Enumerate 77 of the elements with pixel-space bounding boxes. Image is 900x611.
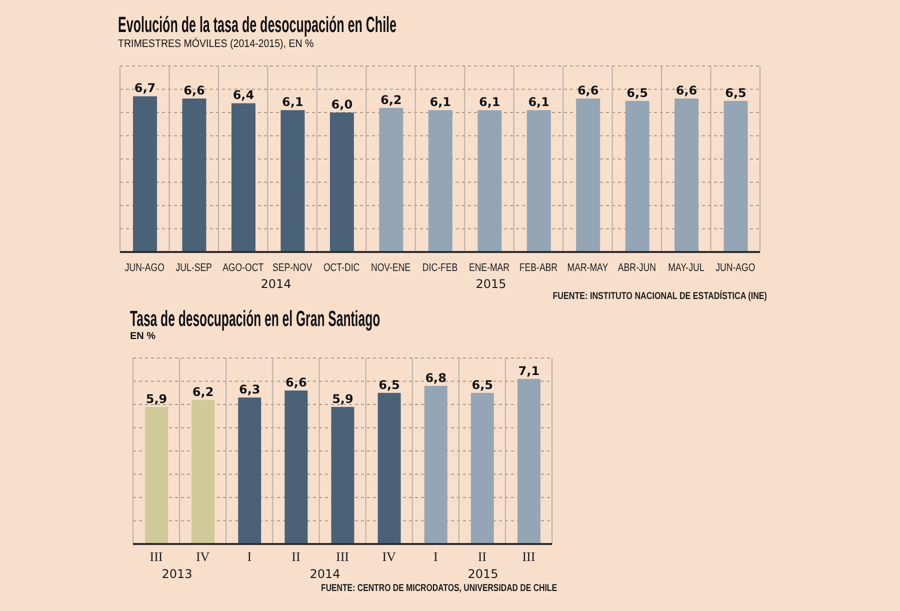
bar: [478, 110, 502, 252]
x-tick-label: OCT-DIC: [323, 262, 360, 274]
text: 2015: [476, 277, 506, 291]
source-note: FUENTE: INSTITUTO NACIONAL DE ESTADÍSTICA (INE): [552, 289, 767, 302]
data-label: 6,5: [626, 86, 648, 100]
data-label: 6,1: [282, 95, 304, 110]
x-tick-label: III: [522, 549, 536, 564]
bar: [724, 100, 748, 252]
bar: [330, 112, 354, 252]
data-label: 6,8: [425, 370, 446, 385]
bar: [576, 98, 600, 252]
data-label: 6,5: [472, 378, 494, 392]
bar: [280, 110, 305, 252]
bar: [378, 392, 401, 544]
data-label: 6,6: [286, 376, 307, 390]
bar: [625, 100, 650, 252]
x-tick-label: JUL-SEP: [176, 262, 212, 274]
bar: [145, 406, 168, 544]
x-tick-label: AGO-OCT: [222, 262, 264, 274]
data-label: 6,7: [134, 81, 156, 96]
x-tick-label: IV: [196, 549, 210, 564]
bar: [284, 390, 308, 544]
text: 2014: [310, 567, 340, 581]
bar: [674, 98, 699, 252]
data-label: 6,1: [430, 95, 452, 110]
bar: [231, 103, 256, 252]
chart-title: Tasa de desocupación en el Gran Santiago: [130, 306, 380, 331]
x-tick-label: MAR-MAY: [567, 262, 608, 274]
x-tick-label: DIC-FEB: [422, 262, 458, 274]
source-note: FUENTE: CENTRO DE MICRODATOS, UNIVERSIDAD DE CHILE: [321, 582, 557, 594]
data-label: 6,4: [232, 88, 254, 102]
data-label: 6,6: [184, 84, 205, 98]
bar: [526, 110, 551, 252]
data-label: 5,9: [146, 392, 168, 406]
x-tick-label: JUN-AGO: [716, 262, 756, 274]
bar: [424, 386, 448, 544]
bar: [192, 400, 215, 544]
x-tick-label: IV: [382, 549, 397, 564]
x-tick-label: MAY-JUL: [668, 262, 705, 274]
data-label: 6,1: [478, 95, 500, 110]
bar: [238, 398, 262, 544]
x-tick-label: ENE-MAR: [468, 262, 510, 274]
data-label: 6,2: [192, 384, 214, 399]
chart-subtitle: EN %: [130, 331, 156, 342]
x-tick-label: II: [292, 549, 300, 564]
data-label: 5,9: [332, 392, 354, 406]
x-tick-label: SEP-NOV: [272, 262, 312, 274]
data-label: 6,1: [528, 95, 550, 110]
data-label: 6,3: [238, 382, 260, 397]
bar: [379, 108, 404, 252]
data-label: 7,1: [518, 364, 540, 378]
bar: [517, 378, 540, 544]
x-tick-label: ABR-JUN: [618, 262, 656, 274]
text: 2014: [260, 277, 292, 291]
bar: [331, 406, 354, 544]
x-tick-label: III: [150, 549, 163, 564]
bar: [470, 392, 494, 544]
x-tick-label: I: [247, 549, 252, 564]
data-label: 6,5: [378, 378, 400, 392]
data-label: 6,2: [380, 92, 402, 107]
data-label: 6,6: [577, 84, 599, 98]
x-tick-label: FEB-ABR: [519, 262, 558, 274]
chart-subtitle: TRIMESTRES MÓVILES (2014-2015), EN %: [118, 36, 314, 50]
x-tick-label: NOV-ENE: [370, 262, 411, 274]
chart-title: Evolución de la tasa de desocupación en Chile: [118, 12, 397, 37]
data-label: 6,5: [725, 86, 746, 100]
data-label: 6,0: [331, 98, 353, 112]
bar: [133, 96, 157, 252]
bar: [182, 98, 206, 252]
text: 2015: [468, 567, 498, 581]
x-tick-label: II: [478, 549, 487, 564]
x-tick-label: III: [336, 549, 349, 564]
x-tick-label: JUN-AGO: [124, 262, 165, 274]
data-label: 6,6: [676, 84, 698, 98]
bar: [428, 110, 452, 252]
x-tick-label: I: [433, 549, 438, 564]
text: 2013: [162, 567, 192, 581]
